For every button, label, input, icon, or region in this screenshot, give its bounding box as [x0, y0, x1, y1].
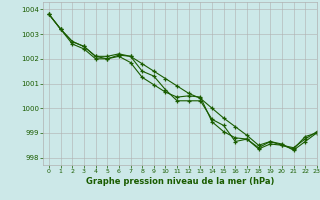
X-axis label: Graphe pression niveau de la mer (hPa): Graphe pression niveau de la mer (hPa): [86, 177, 274, 186]
